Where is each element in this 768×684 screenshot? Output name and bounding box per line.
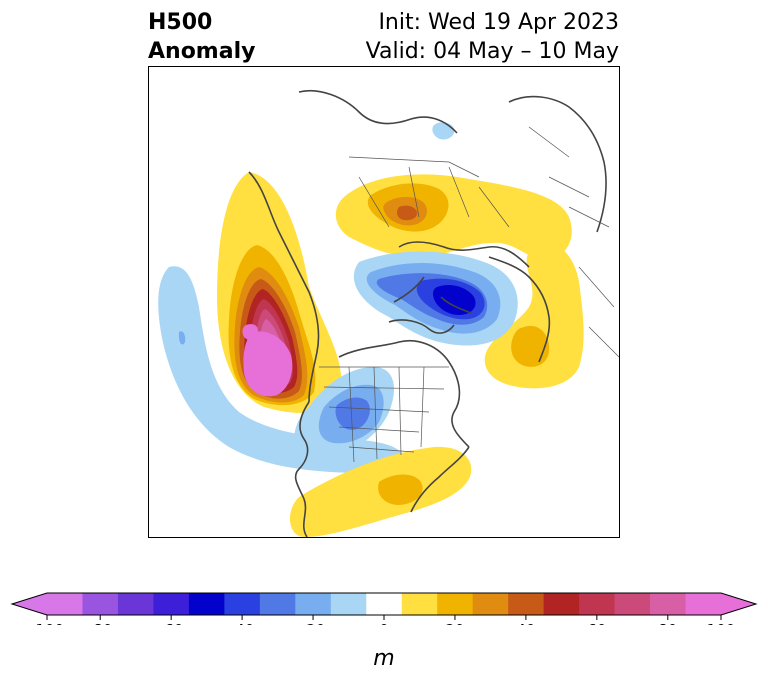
colorbar-box — [437, 593, 474, 615]
colorbar-box — [472, 593, 509, 615]
anomaly-map — [148, 66, 620, 538]
colorbar-box — [508, 593, 545, 615]
colorbar-box — [82, 593, 119, 615]
colorbar-box — [650, 593, 687, 615]
init-date: Init: Wed 19 Apr 2023 — [378, 10, 619, 35]
colorbar-box — [330, 593, 367, 615]
colorbar-unit: m — [373, 646, 395, 671]
colorbar-outline — [10, 592, 758, 616]
colorbar-box — [579, 593, 616, 615]
colorbar-tick-label: 100 — [707, 621, 736, 625]
colorbar-boxes — [47, 593, 722, 615]
coastlines — [248, 89, 607, 537]
political-borders — [319, 126, 619, 463]
map-title: H500 Anomaly — [148, 8, 255, 66]
colorbar-box — [188, 593, 225, 615]
colorbar-box — [685, 593, 722, 615]
valid-range: Valid: 04 May – 10 May — [365, 39, 619, 64]
colorbar-box — [295, 593, 332, 615]
colorbar-box — [259, 593, 296, 615]
colorbar-tick-label: 80 — [658, 621, 677, 625]
colorbar-box — [153, 593, 190, 615]
colorbar-tick-label: 40 — [516, 621, 535, 625]
ne-pacific-ridge — [217, 172, 342, 413]
pacific-trough — [158, 266, 405, 473]
colorbar-tick-label: -60 — [159, 621, 184, 625]
title-type: Anomaly — [148, 39, 256, 64]
colorbar-box — [47, 593, 83, 615]
colorbar-box — [366, 593, 403, 615]
colorbar-tick-label: -100 — [30, 621, 64, 625]
colorbar-tick-label: 20 — [445, 621, 464, 625]
map-dates: Init: Wed 19 Apr 2023 Valid: 04 May – 10… — [366, 8, 619, 66]
colorbar-tick-label: -40 — [230, 621, 255, 625]
atlantic-ridge — [484, 241, 584, 389]
colorbar-tick-label: -80 — [88, 621, 113, 625]
colorbar-under-triangle — [12, 593, 47, 615]
colorbar-box — [117, 593, 154, 615]
colorbar: -100 -80 -60 -40 -20 0 20 40 60 80 100 — [10, 592, 758, 625]
colorbar-ticks: -100 -80 -60 -40 -20 0 20 40 60 80 100 — [30, 615, 735, 625]
colorbar-box — [224, 593, 261, 615]
colorbar-box — [401, 593, 438, 615]
colorbar-tick-label: -20 — [301, 621, 326, 625]
se-us-ridge — [289, 446, 472, 537]
map-canvas — [158, 89, 619, 537]
title-variable: H500 — [148, 10, 213, 35]
arctic-trough — [353, 251, 518, 346]
colorbar-box — [543, 593, 580, 615]
siberia-ridge — [335, 122, 572, 260]
colorbar-box — [614, 593, 651, 615]
colorbar-over-triangle — [721, 593, 756, 615]
colorbar-tick-label: 0 — [379, 621, 389, 625]
colorbar-tick-label: 60 — [587, 621, 606, 625]
